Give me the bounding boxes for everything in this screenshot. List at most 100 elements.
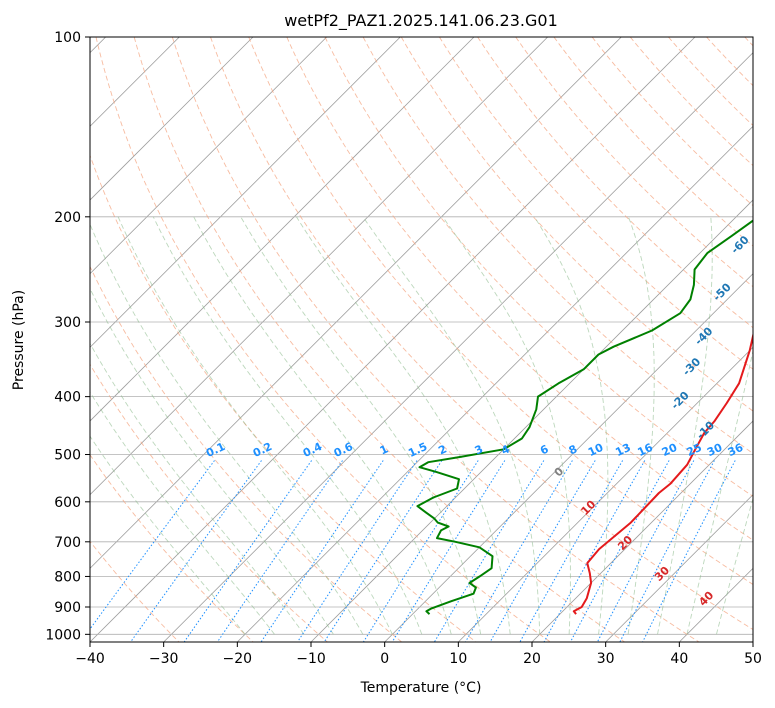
x-axis-label: Temperature (°C) <box>360 680 482 696</box>
x-axis-ticks: −40 −30 −20 −10 0 10 20 30 40 50 <box>75 642 762 667</box>
y-tick-label: 800 <box>54 569 81 585</box>
x-tick-label: 20 <box>523 651 541 667</box>
mixing-ratio-label: 13 <box>613 441 632 459</box>
mixing-ratio-line <box>596 460 695 642</box>
moist-adiabat-line <box>90 435 246 635</box>
moist-adiabat-line <box>240 216 482 635</box>
mixing-ratio-line <box>362 460 479 642</box>
mixing-ratio-line <box>519 460 624 642</box>
isotherm-line <box>90 37 622 569</box>
dry-adiabat-line <box>668 37 753 127</box>
moist-adiabat-line <box>90 287 334 635</box>
mixing-ratio-label: 1.5 <box>406 440 429 460</box>
moist-adiabat-label: 20 <box>615 533 635 553</box>
x-tick-label: −30 <box>149 651 179 667</box>
isotherm-line <box>752 641 753 642</box>
dry-adiabat-line <box>90 363 328 642</box>
dry-adiabat-line <box>515 37 753 288</box>
isotherm-line <box>90 37 696 642</box>
y-tick-label: 900 <box>54 600 81 616</box>
mixing-ratio-line <box>297 460 418 642</box>
moist-adiabat-line <box>657 216 713 635</box>
dry-adiabat-line <box>400 37 753 412</box>
moist-adiabat-label: 30 <box>652 564 672 584</box>
dry-adiabat-line <box>171 37 700 642</box>
mixing-ratio-label: 0.6 <box>332 440 355 460</box>
x-tick-label: 0 <box>380 651 389 667</box>
dry-adiabat-line <box>90 453 254 642</box>
dewpoint-profile-line <box>416 219 753 615</box>
x-tick-label: 50 <box>744 651 762 667</box>
y-axis-ticks: 100 200 300 400 500 600 700 800 900 1000 <box>45 30 90 643</box>
dry-adiabat-line <box>744 37 753 47</box>
moist-adiabat-line <box>442 216 571 635</box>
x-tick-label: −10 <box>296 651 326 667</box>
dry-adiabat-line <box>706 37 753 87</box>
dry-adiabat-label: -40 <box>692 324 715 347</box>
x-tick-label: −20 <box>223 651 253 667</box>
isotherm-line <box>90 37 401 348</box>
dry-adiabat-line <box>90 265 402 642</box>
mixing-ratio-line <box>260 460 384 642</box>
isotherm-line <box>90 37 548 496</box>
x-tick-label: 40 <box>670 651 688 667</box>
dry-adiabat-line <box>591 37 753 207</box>
dry-adiabat-label: -20 <box>669 389 692 412</box>
moist-adiabat-label: 10 <box>578 498 598 518</box>
mixing-ratio-label: 1 <box>378 442 390 457</box>
moist-adiabat-line <box>627 216 655 635</box>
y-tick-label: 400 <box>54 390 81 406</box>
x-tick-label: −40 <box>75 651 105 667</box>
mixing-ratio-label: 6 <box>538 442 551 457</box>
isotherm-line <box>531 420 753 642</box>
mixing-ratio-line <box>433 460 545 642</box>
mixing-ratio-label: 20 <box>660 441 680 459</box>
moist-adiabat-line <box>686 348 753 635</box>
moist-adiabat-label: 0 <box>552 464 567 479</box>
isotherm-line <box>458 346 753 642</box>
y-tick-label: 200 <box>54 210 81 226</box>
moist-adiabat-line <box>193 216 452 635</box>
moist-adiabat-line <box>296 216 511 635</box>
y-tick-label: 700 <box>54 535 81 551</box>
mixing-ratio-line <box>391 460 506 642</box>
dry-adiabat-label: -50 <box>711 280 734 303</box>
mixing-ratio-label: 0.2 <box>251 440 274 460</box>
mixing-ratio-label: 30 <box>705 441 725 459</box>
mixing-ratio-label: 25 <box>685 441 704 459</box>
mixing-ratio-line <box>130 460 262 642</box>
mixing-ratio-label: 16 <box>636 441 656 459</box>
isotherm-line <box>384 273 753 642</box>
x-tick-label: 30 <box>597 651 615 667</box>
dry-adiabat-line <box>95 37 551 642</box>
dry-adiabat-label: -30 <box>680 355 703 378</box>
moist-adiabat-line <box>90 391 275 635</box>
reference-line-labels: -100-90-80-70-60-50-40-30-20-100.10.20.4… <box>204 136 775 608</box>
moist-adiabat-line <box>90 342 305 635</box>
isotherm-line <box>237 125 753 642</box>
isotherm-line <box>90 37 475 422</box>
isotherm-line <box>90 37 254 201</box>
moist-adiabat-label: 40 <box>696 588 716 608</box>
dry-adiabat-label: -80 <box>766 136 775 159</box>
y-tick-label: 1000 <box>45 627 81 643</box>
y-tick-label: 600 <box>54 495 81 511</box>
isotherm-line <box>310 199 753 642</box>
dry-adiabat-line <box>477 37 753 329</box>
dry-adiabat-line <box>90 154 477 642</box>
mixing-ratio-line <box>183 460 313 642</box>
moist-adiabat-line <box>90 223 364 635</box>
moist-adiabat-line <box>716 496 753 635</box>
dry-adiabat-line <box>133 37 625 642</box>
mixing-ratio-line <box>464 460 573 642</box>
temperature-profile-line <box>572 331 753 615</box>
plot-frame <box>89 36 754 643</box>
mixing-ratio-label: 10 <box>586 441 606 459</box>
mixing-ratio-label: 36 <box>726 441 746 459</box>
y-tick-label: 300 <box>54 315 81 331</box>
mixing-ratio-line <box>569 460 670 642</box>
dry-adiabat-label: -70 <box>750 182 773 205</box>
dry-adiabat-line <box>629 37 753 167</box>
moist-adiabat-line <box>117 216 393 635</box>
mixing-ratio-line <box>323 460 443 642</box>
